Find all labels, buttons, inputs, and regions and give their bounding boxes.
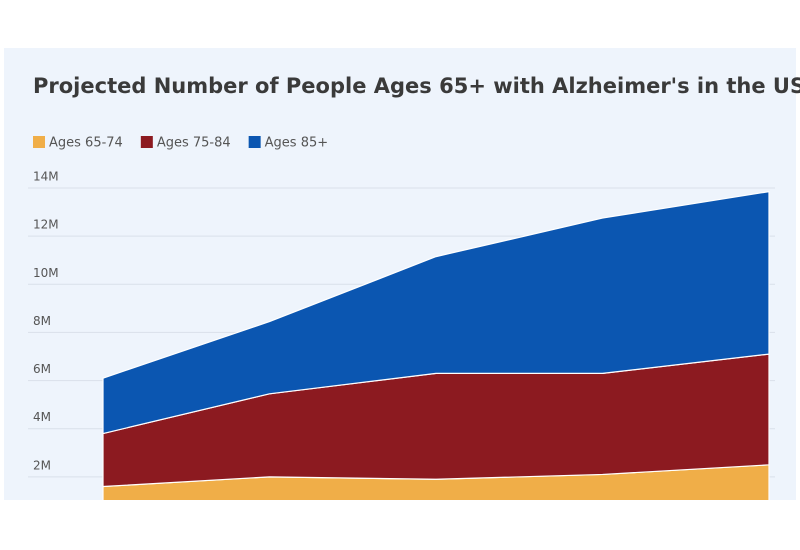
area — [102, 191, 770, 435]
y-tick-label: 14M — [33, 170, 59, 184]
y-tick-label: 8M — [33, 314, 51, 328]
legend-label: Ages 65-74 — [49, 136, 123, 151]
y-tick-label: 6M — [33, 362, 51, 376]
y-tick-label: 2M — [33, 458, 51, 472]
legend-label: Ages 85+ — [265, 136, 328, 151]
legend-label: Ages 75-84 — [157, 136, 231, 151]
legend-swatch — [140, 136, 153, 148]
y-tick-label: 4M — [33, 410, 51, 424]
chart-title: Projected Number of People Ages 65+ with… — [33, 74, 800, 98]
y-tick-label: 12M — [33, 218, 59, 232]
legend-swatch — [33, 136, 45, 148]
y-tick-label: 10M — [33, 266, 59, 280]
plot-area — [28, 187, 775, 500]
legend-swatch — [248, 136, 261, 148]
